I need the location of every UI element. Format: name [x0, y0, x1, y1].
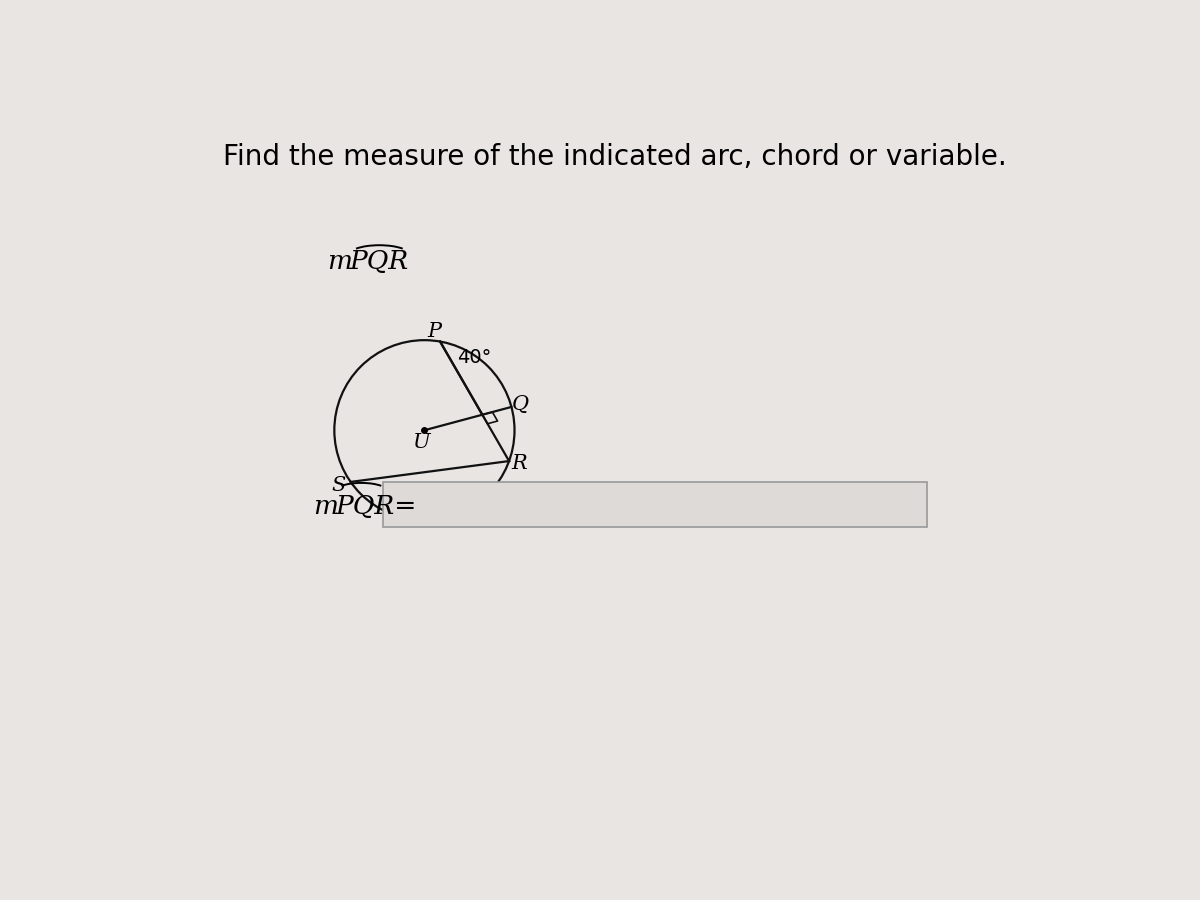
Text: 40°: 40° — [457, 348, 492, 367]
Text: S: S — [331, 476, 346, 495]
Text: P: P — [427, 321, 442, 340]
Text: R: R — [511, 454, 527, 473]
Text: Q: Q — [512, 395, 529, 414]
Text: U: U — [412, 433, 430, 452]
Text: m: m — [313, 494, 338, 519]
Text: m: m — [328, 249, 353, 274]
Text: PQR: PQR — [349, 249, 409, 274]
Text: Find the measure of the indicated arc, chord or variable.: Find the measure of the indicated arc, c… — [223, 142, 1007, 171]
Text: PQR=: PQR= — [336, 494, 418, 519]
Bar — [383, 482, 926, 527]
